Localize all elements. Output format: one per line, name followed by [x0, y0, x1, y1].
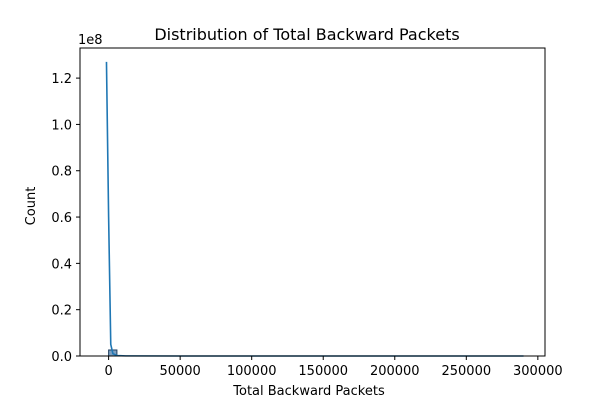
axes-frame — [79, 47, 546, 357]
y-axis-offset-label: 1e8 — [78, 33, 103, 48]
y-axis-label: Count — [24, 187, 39, 226]
chart-title: Distribution of Total Backward Packets — [154, 25, 459, 44]
x-axis-label: Total Backward Packets — [232, 384, 385, 399]
x-tick-label: 250000 — [441, 364, 491, 379]
x-tick-label: 150000 — [298, 364, 348, 379]
y-tick-label: 1.0 — [51, 118, 72, 133]
kde-line — [105, 61, 524, 357]
y-tick-label: 0.0 — [51, 350, 72, 365]
plot-area: 0 50000 100000 150000 200000 250000 300000 0.0 0… — [51, 47, 563, 379]
y-tick-label: 0.4 — [51, 257, 72, 272]
y-tick-label: 1.2 — [51, 72, 72, 87]
x-tick-label: 0 — [104, 364, 112, 379]
x-tick-label: 50000 — [159, 364, 200, 379]
y-tick-label: 0.2 — [51, 304, 72, 319]
y-tick-label: 0.8 — [51, 165, 72, 180]
x-tick-label: 200000 — [370, 364, 420, 379]
x-tick-label: 300000 — [513, 364, 563, 379]
y-tick-label: 0.6 — [51, 211, 72, 226]
x-tick-label: 100000 — [227, 364, 277, 379]
